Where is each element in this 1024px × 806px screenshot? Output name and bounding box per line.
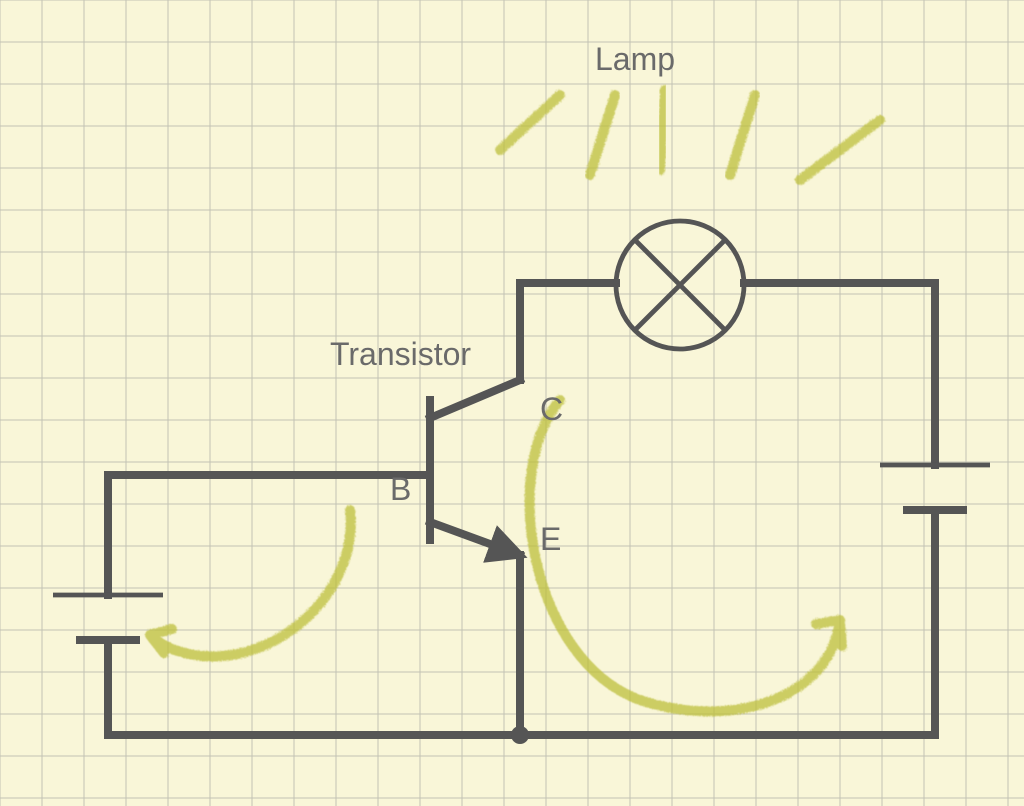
label-base: B bbox=[390, 471, 411, 507]
grid-background bbox=[0, 0, 1024, 806]
junction-node bbox=[511, 726, 529, 744]
label-lamp: Lamp bbox=[595, 41, 675, 77]
label-emitter: E bbox=[540, 521, 561, 557]
label-transistor: Transistor bbox=[330, 336, 471, 372]
lamp-ray-2 bbox=[660, 90, 665, 170]
label-collector: C bbox=[540, 391, 563, 427]
